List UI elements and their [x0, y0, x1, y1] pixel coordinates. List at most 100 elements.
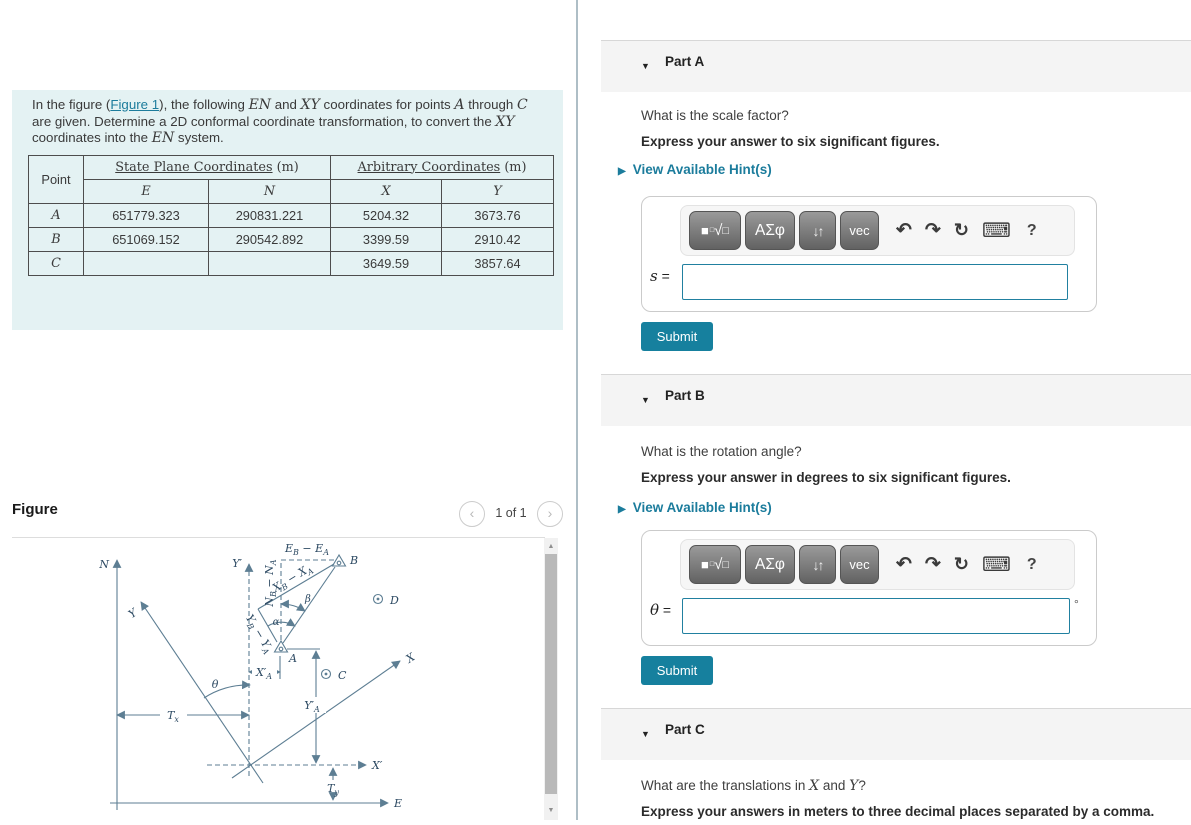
part-a-title: Part A [665, 54, 705, 69]
cell-y: 3673.76 [441, 202, 554, 228]
answer-input-s[interactable] [682, 264, 1068, 300]
col-header-X: X [330, 178, 442, 204]
point-c-label: C [338, 669, 347, 682]
figure-next-button[interactable]: › [537, 501, 563, 527]
e-axis-label: E [393, 797, 402, 810]
toolbar-template-button[interactable]: ■ □ √ □ [689, 545, 741, 584]
station-dot-b [336, 560, 342, 566]
xpa-label: X′A [255, 666, 272, 681]
point-d-dot [376, 597, 380, 601]
eb-ea-label: EB − EA [284, 542, 329, 557]
part-a-hint-link[interactable]: ▶ View Available Hint(s) [618, 162, 772, 177]
nb-na-label: NB − NA [263, 559, 278, 607]
y-axis-label: Y [126, 605, 141, 621]
left-panel: In the figure (Figure 1), the following … [0, 0, 576, 820]
part-b-question: What is the rotation angle? [641, 444, 802, 459]
reset-icon[interactable]: ↻ [953, 220, 969, 240]
chevron-left-icon: ‹ [469, 505, 475, 521]
toolbar-updown-button[interactable]: ↓↑ [799, 545, 836, 584]
theta-arc [203, 680, 251, 699]
xpa-label-bg [252, 664, 277, 679]
redo-icon[interactable]: ↷ [924, 220, 941, 241]
scroll-up-icon[interactable]: ▲ [547, 543, 555, 550]
ypa-label: Y′A [304, 699, 320, 714]
part-b-answer-box: ■ □ √ □ ΑΣφ ↓↑ vec ↶ ↷ ↻ ⌨ ? θ = ° [641, 530, 1097, 646]
table-corner-header: Point [28, 154, 84, 204]
toolbar-vec-button[interactable]: vec [840, 545, 879, 584]
part-b-title: Part B [665, 388, 705, 403]
cell-n: 290831.221 [208, 202, 331, 228]
figure-link[interactable]: Figure 1 [110, 97, 160, 112]
part-c-instruction: Express your answers in meters to three … [641, 804, 1155, 819]
table-group-arbitrary: Arbitrary Coordinates (m) [330, 154, 554, 180]
table-row: B 651069.152 290542.892 3399.59 2910.42 [28, 226, 554, 252]
cell-e: 651069.152 [83, 226, 209, 252]
figure-scrollbar[interactable]: ▲ ▼ [544, 538, 558, 820]
station-marker-a [273, 639, 289, 653]
part-b-header[interactable]: ▼ Part B [601, 374, 1191, 426]
point-c-dot [324, 672, 328, 676]
scrollbar-thumb[interactable] [545, 554, 557, 794]
figure-diagram: N E Y′ X′ Y X θ Tx A B [12, 538, 543, 820]
part-b-hint-link[interactable]: ▶ View Available Hint(s) [618, 500, 772, 515]
answer-input-theta[interactable] [682, 598, 1070, 634]
station-dot-a [278, 646, 284, 652]
part-c-header[interactable]: ▼ Part C [601, 708, 1191, 760]
collapse-icon[interactable]: ▼ [641, 395, 650, 405]
keyboard-icon[interactable]: ⌨ [981, 554, 1011, 576]
yb-ya-label: YB − YA [241, 612, 276, 656]
submit-button-part-a[interactable]: Submit [641, 322, 713, 351]
col-header-Y: Y [441, 178, 554, 204]
y-prime-label: Y′ [232, 557, 242, 570]
point-label: C [28, 250, 84, 276]
hint-arrow-icon: ▶ [618, 504, 626, 515]
undo-icon[interactable]: ↶ [896, 554, 912, 575]
point-d-label: D [389, 594, 399, 607]
collapse-icon[interactable]: ▼ [641, 61, 650, 71]
coordinates-table: Point State Plane Coordinates (m) Arbitr… [28, 154, 554, 276]
tx-label: Tx [167, 709, 179, 724]
point-d-marker [372, 593, 384, 605]
math-toolbar: ■ □ √ □ ΑΣφ ↓↑ vec ↶ ↷ ↻ ⌨ ? [680, 205, 1075, 256]
table-row: A 651779.323 290831.221 5204.32 3673.76 [28, 202, 554, 228]
scroll-down-icon[interactable]: ▼ [547, 807, 555, 814]
keyboard-icon[interactable]: ⌨ [981, 220, 1011, 242]
reset-icon[interactable]: ↻ [953, 554, 969, 574]
y-axis-rotated [140, 601, 264, 784]
collapse-icon[interactable]: ▼ [641, 729, 650, 739]
ypa-label-bg [300, 697, 326, 713]
table-group-state-plane: State Plane Coordinates (m) [83, 154, 331, 180]
right-panel: ▼ Part A What is the scale factor? Expre… [578, 0, 1191, 820]
problem-statement-box: In the figure (Figure 1), the following … [12, 90, 563, 330]
problem-intro: In the figure (Figure 1), the following … [32, 97, 528, 146]
station-marker-b [331, 553, 347, 567]
help-icon[interactable]: ? [1026, 555, 1037, 573]
part-a-question: What is the scale factor? [641, 108, 789, 123]
redo-icon[interactable]: ↷ [924, 554, 941, 575]
beta-label: β [304, 594, 311, 605]
submit-button-part-b[interactable]: Submit [641, 656, 713, 685]
cell-e [83, 250, 209, 276]
toolbar-vec-button[interactable]: vec [840, 211, 879, 250]
hint-arrow-icon: ▶ [618, 166, 626, 177]
beta-arc [280, 599, 306, 612]
figure-page-indicator: 1 of 1 [495, 506, 527, 520]
toolbar-template-button[interactable]: ■ □ √ □ [689, 211, 741, 250]
figure-pager: ‹ 1 of 1 › [459, 501, 563, 527]
n-axis-label: N [98, 558, 109, 571]
col-header-E: E [83, 178, 209, 204]
part-c-question: What are the translations in X and Y? [641, 778, 866, 794]
cell-x: 3399.59 [330, 226, 442, 252]
panel-divider [576, 0, 578, 820]
toolbar-updown-button[interactable]: ↓↑ [799, 211, 836, 250]
undo-icon[interactable]: ↶ [896, 220, 912, 241]
help-icon[interactable]: ? [1026, 221, 1037, 239]
toolbar-greek-button[interactable]: ΑΣφ [745, 545, 795, 584]
figure-prev-button[interactable]: ‹ [459, 501, 485, 527]
part-a-header[interactable]: ▼ Part A [601, 40, 1191, 92]
cell-n [208, 250, 331, 276]
degree-unit-label: ° [1074, 597, 1079, 611]
point-label: B [28, 226, 84, 252]
toolbar-greek-button[interactable]: ΑΣφ [745, 211, 795, 250]
figure-section-title: Figure [12, 501, 58, 518]
